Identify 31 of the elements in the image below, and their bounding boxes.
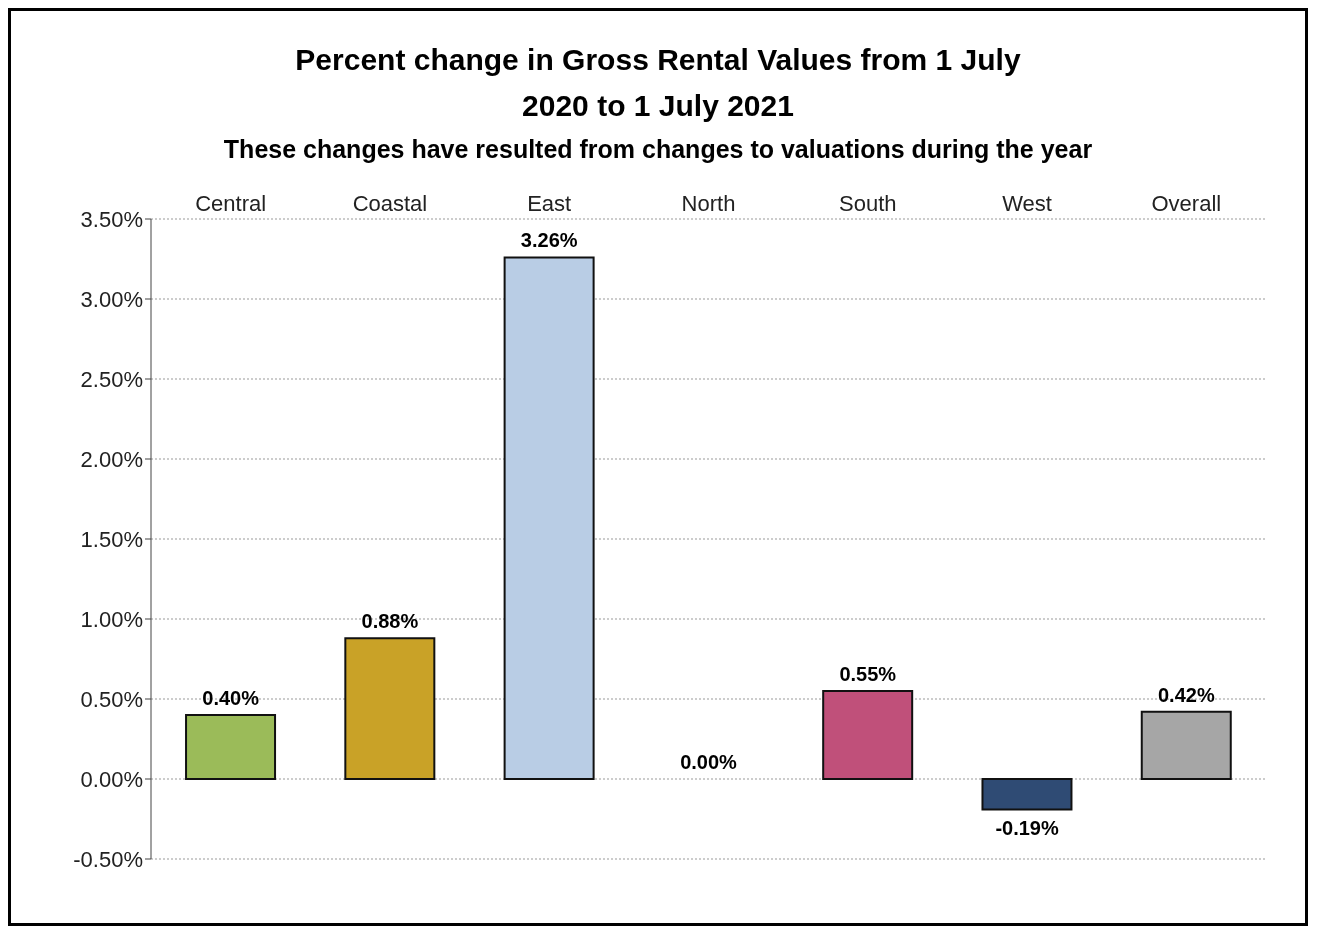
bar: [822, 690, 914, 780]
y-tick-label: 0.50%: [80, 686, 143, 712]
x-tick-label: East: [527, 191, 572, 216]
y-tick-label: 3.50%: [80, 206, 143, 232]
y-tick-label: 0.00%: [80, 766, 143, 792]
x-tick-label: Coastal: [352, 191, 428, 216]
chart-subtitle: These changes have resulted from changes to valuations during the year: [222, 134, 1094, 165]
data-label: 0.42%: [1158, 683, 1215, 706]
data-label: 0.55%: [839, 663, 897, 685]
x-tick-label: North: [681, 191, 736, 216]
x-tick-label: South: [839, 191, 897, 216]
data-label: -0.19%: [995, 817, 1059, 840]
bar: [185, 714, 277, 780]
chart-title: Percent change in Gross Rental Values from 1 July 2020 to 1 July 2021: [294, 42, 1022, 124]
y-tick-label: -0.50%: [73, 846, 143, 872]
bar: [344, 637, 436, 780]
bar: [981, 778, 1073, 811]
y-tick-label: 2.50%: [80, 366, 143, 392]
bar: [503, 256, 595, 780]
y-tick-label: 2.00%: [80, 446, 143, 472]
data-label: 0.88%: [361, 610, 419, 633]
y-tick-label: 1.50%: [80, 526, 143, 552]
x-tick-label: West: [1002, 191, 1052, 216]
x-tick-label: Central: [195, 191, 267, 216]
data-label: 0.40%: [202, 687, 260, 709]
y-tick-label: 1.00%: [80, 606, 143, 632]
x-tick-label: Overall: [1151, 191, 1222, 216]
y-tick-label: 3.00%: [80, 286, 143, 312]
data-label: 3.26%: [520, 229, 578, 252]
bar: [1140, 710, 1232, 780]
data-label: 0.00%: [680, 751, 738, 773]
